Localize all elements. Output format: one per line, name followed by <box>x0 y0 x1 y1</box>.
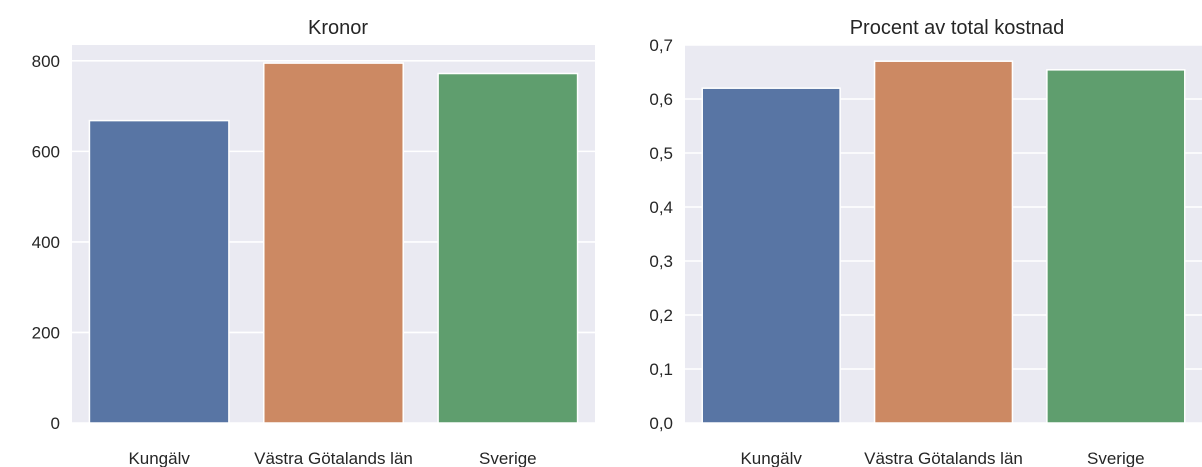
y-tick-label: 0 <box>51 414 60 433</box>
x-category-label: Sverige <box>1087 449 1145 467</box>
x-category-label: Västra Götalands län <box>864 449 1023 467</box>
y-tick-label: 0,3 <box>649 252 673 271</box>
x-category-label: Sverige <box>479 449 537 467</box>
chart-title: Kronor <box>308 17 368 39</box>
bar <box>263 62 404 424</box>
y-tick-label: 0,0 <box>649 414 673 433</box>
kronor-chart: Kronor 0 200 400 600 800 Kungälv Västra Götalan… <box>32 17 595 467</box>
y-tick-label: 600 <box>32 142 60 161</box>
y-tick-label: 0,1 <box>649 360 673 379</box>
x-category-label: Kungälv <box>128 449 190 467</box>
y-tick-label: 800 <box>32 52 60 71</box>
bar <box>88 119 230 424</box>
y-tick-label: 400 <box>32 233 60 252</box>
x-category-label: Västra Götalands län <box>254 449 413 467</box>
chart-title: Procent av total kostnad <box>850 17 1065 39</box>
bar <box>1046 69 1186 424</box>
bar <box>873 60 1014 424</box>
bar <box>437 72 579 424</box>
x-category-label: Kungälv <box>740 449 802 467</box>
y-tick-label: 0,6 <box>649 90 673 109</box>
procent-chart: Procent av total kostnad 0,0 0,1 0,2 0,3 0,4 0… <box>649 17 1202 467</box>
y-tick-label: 0,4 <box>649 198 673 217</box>
y-tick-label: 200 <box>32 323 60 342</box>
y-tick-label: 0,7 <box>649 36 673 55</box>
bar <box>701 87 841 424</box>
y-tick-label: 0,2 <box>649 306 673 325</box>
y-tick-label: 0,5 <box>649 144 673 163</box>
